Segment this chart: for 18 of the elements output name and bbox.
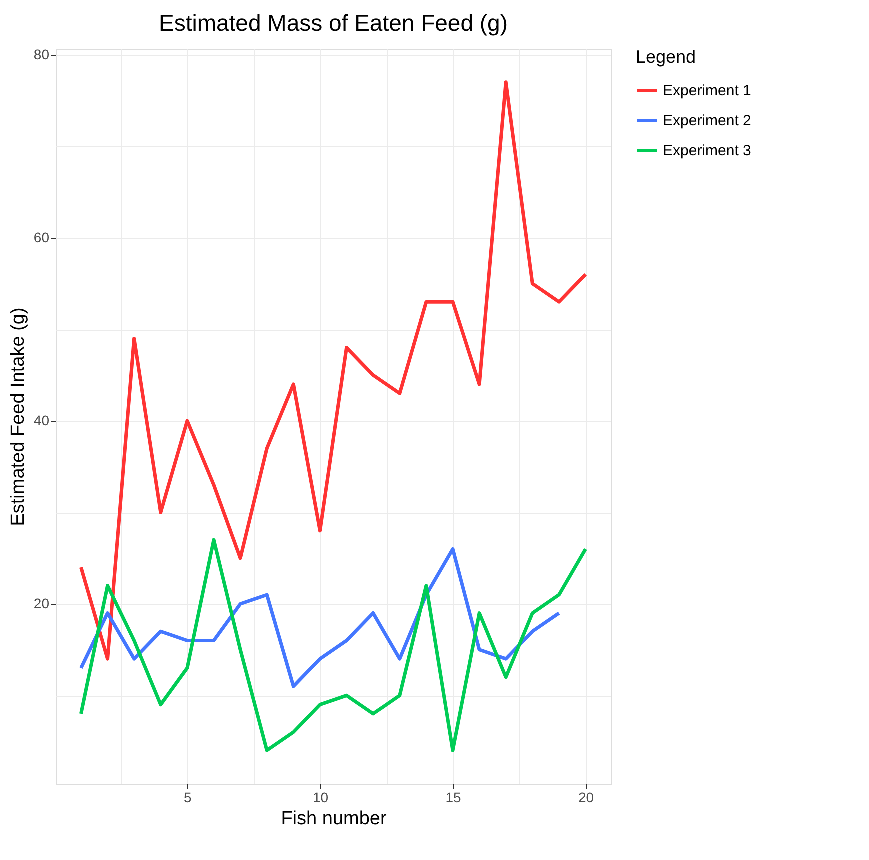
legend-label: Experiment 3 xyxy=(663,142,752,160)
y-tick-label: 20 xyxy=(34,596,50,612)
y-tick-label: 80 xyxy=(34,46,50,62)
y-tick-label: 40 xyxy=(34,412,50,429)
legend-title: Legend xyxy=(636,47,696,67)
x-tick-label: 15 xyxy=(446,790,462,806)
x-axis-title: Fish number xyxy=(281,808,388,830)
x-tick-label: 5 xyxy=(184,790,192,806)
chart-title: Estimated Mass of Eaten Feed (g) xyxy=(159,10,508,36)
legend-label: Experiment 2 xyxy=(663,112,752,130)
y-tick-label: 60 xyxy=(34,230,50,246)
x-tick-label: 10 xyxy=(312,790,329,806)
x-tick-label: 20 xyxy=(578,790,594,806)
line-series xyxy=(79,80,588,661)
line-series xyxy=(79,538,588,752)
y-axis-title: Estimated Feed Intake (g) xyxy=(8,308,29,526)
legend-label: Experiment 1 xyxy=(663,82,752,100)
line-series xyxy=(79,547,561,688)
